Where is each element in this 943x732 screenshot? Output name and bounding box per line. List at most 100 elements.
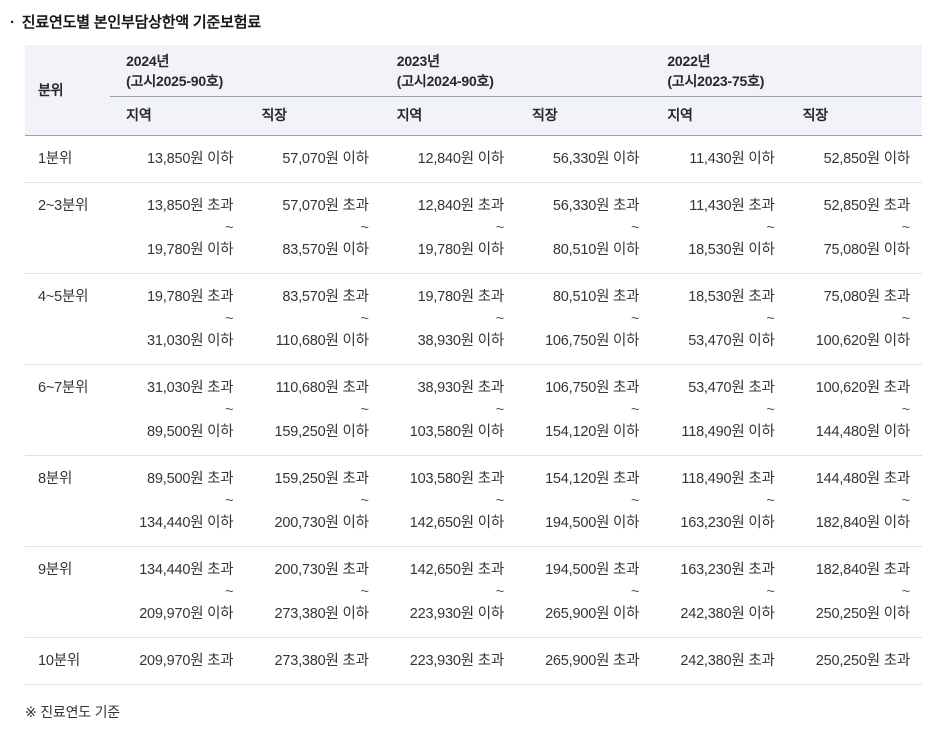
value-cell: 57,070원 초과 ~83,570원 이하 [245, 182, 381, 274]
value-cell: 159,250원 초과 ~200,730원 이하 [245, 455, 381, 547]
value-line: 154,120원 이하 [545, 424, 640, 440]
range-tilde: ~ [225, 584, 234, 600]
year-header: 2024년 (고시2025-90호) [110, 45, 381, 97]
value-cell: 18,530원 초과 ~53,470원 이하 [651, 273, 787, 365]
range-tilde: ~ [631, 584, 640, 600]
value-line: 80,510원 초과 [552, 289, 640, 305]
subheader-region: 지역 [380, 96, 517, 136]
value-cell: 11,430원 초과 ~18,530원 이하 [651, 182, 787, 274]
year-label: 2023년 [396, 53, 440, 69]
subheader-workplace: 직장 [786, 96, 922, 136]
subheader-workplace: 직장 [516, 96, 652, 136]
range-tilde: ~ [631, 220, 640, 236]
value-cell: 19,780원 초과 ~38,930원 이하 [380, 273, 517, 365]
table-row: 8분위 89,500원 초과 ~134,440원 이하 159,250원 초과 ~200… [25, 455, 922, 547]
value-line: 223,930원 이하 [409, 606, 505, 622]
year-label: 2024년 [126, 53, 170, 69]
value-line: 106,750원 초과 [545, 380, 640, 396]
range-tilde: ~ [495, 402, 505, 418]
value-line: 163,230원 초과 [680, 562, 775, 578]
value-line: 134,440원 초과 [139, 562, 234, 578]
value-cell: 75,080원 초과 ~100,620원 이하 [786, 273, 922, 365]
value-line: 56,330원 이하 [552, 151, 640, 167]
value-line: 100,620원 초과 [815, 380, 910, 396]
value-cell: 83,570원 초과 ~110,680원 이하 [245, 273, 381, 365]
value-line: 242,380원 이하 [680, 606, 775, 622]
value-line: 250,250원 초과 [815, 653, 910, 669]
value-cell: 52,850원 초과 ~75,080원 이하 [786, 182, 922, 274]
year-notice: (고시2025-90호) [126, 73, 224, 89]
range-tilde: ~ [495, 493, 505, 509]
value-line: 38,930원 이하 [417, 333, 505, 349]
value-line: 89,500원 이하 [147, 424, 234, 440]
value-line: 200,730원 이하 [274, 515, 369, 531]
value-line: 31,030원 이하 [147, 333, 234, 349]
range-tilde: ~ [225, 493, 234, 509]
value-line: 142,650원 이하 [409, 515, 505, 531]
range-tilde: ~ [360, 584, 369, 600]
premium-table: 분위 2024년 (고시2025-90호) 2023년 (고시2024-90호) 2022… [25, 45, 922, 685]
value-line: 57,070원 이하 [282, 151, 369, 167]
title-bullet: · [10, 14, 15, 31]
year-header: 2023년 (고시2024-90호) [380, 45, 652, 97]
value-line: 142,650원 초과 [409, 562, 505, 578]
value-cell: 242,380원 초과 [651, 637, 787, 685]
value-line: 52,850원 이하 [823, 151, 911, 167]
value-line: 11,430원 이하 [689, 151, 775, 167]
table-row: 2~3분위 13,850원 초과 ~19,780원 이하 57,070원 초과 ~83,… [25, 182, 922, 274]
table-row: 10분위 209,970원 초과 273,380원 초과 223,930원 초과 265… [25, 637, 922, 685]
year-label: 2022년 [667, 53, 711, 69]
range-tilde: ~ [495, 584, 505, 600]
value-cell: 250,250원 초과 [786, 637, 922, 685]
range-tilde: ~ [225, 402, 234, 418]
table-row: 9분위 134,440원 초과 ~209,970원 이하 200,730원 초과 ~27… [25, 546, 922, 638]
value-line: 159,250원 초과 [274, 471, 369, 487]
value-line: 11,430원 초과 [689, 198, 775, 214]
value-line: 13,850원 이하 [147, 151, 234, 167]
value-line: 57,070원 초과 [282, 198, 369, 214]
value-cell: 52,850원 이하 [786, 135, 922, 183]
value-cell: 31,030원 초과 ~89,500원 이하 [110, 364, 246, 456]
value-cell: 100,620원 초과 ~144,480원 이하 [786, 364, 922, 456]
value-line: 209,970원 초과 [139, 653, 234, 669]
range-tilde: ~ [631, 493, 640, 509]
page-title-text: 진료연도별 본인부담상한액 기준보험료 [21, 14, 261, 31]
value-line: 56,330원 초과 [552, 198, 640, 214]
range-tilde: ~ [360, 493, 369, 509]
value-line: 118,490원 이하 [681, 424, 775, 440]
row-label: 9분위 [25, 546, 111, 638]
range-tilde: ~ [901, 493, 910, 509]
range-tilde: ~ [360, 220, 369, 236]
table-head: 분위 2024년 (고시2025-90호) 2023년 (고시2024-90호) 2022… [25, 45, 922, 136]
value-cell: 144,480원 초과 ~182,840원 이하 [786, 455, 922, 547]
value-cell: 57,070원 이하 [245, 135, 381, 183]
value-cell: 106,750원 초과 ~154,120원 이하 [516, 364, 652, 456]
table-row: 1분위 13,850원 이하 57,070원 이하 12,840원 이하 56,330원… [25, 135, 922, 183]
value-line: 265,900원 초과 [545, 653, 640, 669]
value-line: 273,380원 이하 [274, 606, 369, 622]
range-tilde: ~ [901, 311, 910, 327]
header-sub-row: 지역 직장 지역 직장 지역 직장 [25, 96, 922, 136]
value-line: 118,490원 초과 [681, 471, 775, 487]
range-tilde: ~ [766, 311, 775, 327]
year-notice: (고시2024-90호) [396, 73, 494, 89]
footnote: ※ 진료연도 기준 [25, 704, 120, 720]
value-cell: 103,580원 초과 ~142,650원 이하 [380, 455, 517, 547]
page-title: · 진료연도별 본인부담상한액 기준보험료 [0, 0, 943, 32]
value-line: 106,750원 이하 [545, 333, 640, 349]
value-cell: 194,500원 초과 ~265,900원 이하 [516, 546, 652, 638]
value-line: 18,530원 이하 [688, 242, 775, 258]
value-cell: 273,380원 초과 [245, 637, 381, 685]
row-label: 2~3분위 [25, 182, 111, 274]
table-row: 6~7분위 31,030원 초과 ~89,500원 이하 110,680원 초과 ~15… [25, 364, 922, 456]
value-cell: 110,680원 초과 ~159,250원 이하 [245, 364, 381, 456]
value-cell: 265,900원 초과 [516, 637, 652, 685]
value-line: 19,780원 이하 [417, 242, 505, 258]
value-line: 273,380원 초과 [274, 653, 369, 669]
range-tilde: ~ [766, 584, 775, 600]
value-line: 134,440원 이하 [139, 515, 234, 531]
value-line: 53,470원 초과 [688, 380, 775, 396]
value-line: 53,470원 이하 [688, 333, 775, 349]
value-line: 19,780원 초과 [417, 289, 505, 305]
